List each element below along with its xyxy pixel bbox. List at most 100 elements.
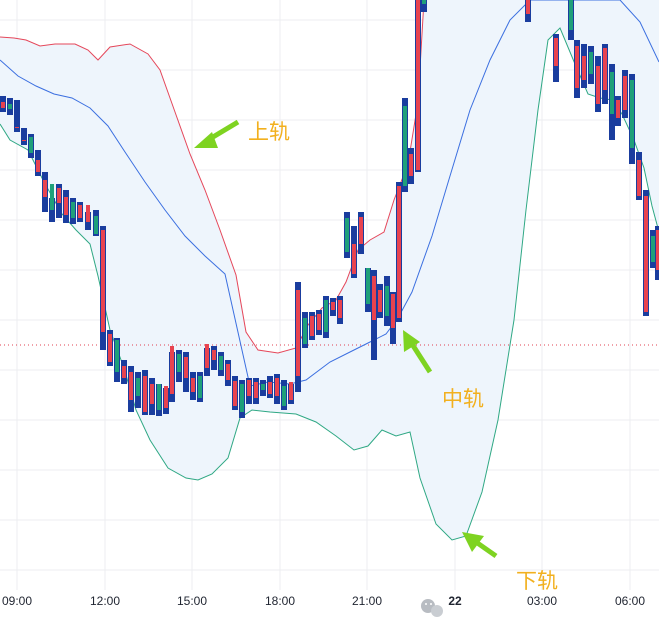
candle: [218, 352, 224, 376]
candle: [114, 338, 120, 382]
x-tick-1200: 12:00: [90, 594, 120, 608]
candle: [63, 190, 69, 223]
candle-body: [397, 186, 401, 318]
candle-body: [136, 378, 140, 396]
candle: [169, 346, 175, 402]
candle-body: [129, 372, 133, 400]
x-tick-22: 22: [448, 594, 462, 608]
candle: [225, 360, 231, 386]
candle-body: [372, 276, 376, 320]
candle-body: [219, 356, 223, 370]
candle: [309, 312, 315, 340]
candle: [156, 384, 162, 416]
candle: [643, 190, 649, 316]
candle-body: [575, 46, 579, 88]
x-tick-2100: 21:00: [352, 594, 382, 608]
candle: [49, 184, 55, 222]
candle: [14, 100, 20, 132]
candle-body: [391, 294, 395, 328]
candle-body: [115, 340, 119, 372]
candle-body: [422, 0, 426, 4]
candle: [85, 205, 91, 230]
candle: [128, 366, 134, 412]
annotation-upper-label: 上轨: [248, 120, 290, 144]
candle: [260, 380, 266, 396]
candle: [149, 378, 155, 415]
candle-body: [233, 381, 237, 406]
candle: [197, 372, 203, 402]
candle-body: [101, 230, 105, 332]
candle-body: [108, 334, 112, 362]
candle: [163, 386, 169, 414]
candle: [655, 226, 659, 280]
candle: [384, 276, 390, 326]
candle-body: [275, 378, 279, 396]
candle-body: [184, 357, 188, 378]
x-tick-1800: 18:00: [265, 594, 295, 608]
candle: [330, 298, 336, 316]
candle-body: [157, 384, 161, 410]
upper-arrow: [194, 119, 240, 148]
candle-body: [205, 344, 209, 368]
candle: [351, 226, 357, 278]
candle-body: [603, 48, 607, 90]
candle: [650, 230, 656, 268]
candle-body: [324, 300, 328, 332]
candle: [56, 184, 62, 218]
candle-body: [345, 218, 349, 252]
candle: [588, 46, 594, 84]
candle-body: [198, 376, 202, 398]
candle-body: [310, 316, 314, 336]
candle-body: [644, 196, 648, 312]
candle: [28, 134, 34, 158]
candle: [402, 98, 408, 192]
candle-body: [317, 314, 321, 330]
candle: [377, 284, 383, 318]
candle: [70, 198, 76, 224]
candle-body: [29, 137, 33, 153]
candle: [337, 296, 343, 324]
candle-body: [50, 184, 54, 210]
candle: [344, 212, 350, 258]
candle-body: [289, 382, 293, 400]
candle: [107, 330, 113, 366]
candle: [93, 210, 99, 236]
candle: [42, 172, 48, 212]
candle: [295, 282, 301, 392]
candle: [609, 64, 615, 140]
candle: [35, 150, 41, 176]
candle-body: [15, 127, 19, 128]
upper-band-line: [0, 0, 425, 354]
candle-body: [385, 286, 389, 316]
candle-body: [651, 236, 655, 262]
candle-range: [421, 0, 427, 12]
annotation-middle-label: 中轨: [442, 387, 484, 411]
lower-arrow: [462, 532, 498, 559]
candle-body: [610, 72, 614, 114]
candle-body: [378, 290, 382, 312]
candle-body: [623, 76, 627, 110]
candle-body: [226, 364, 230, 380]
candle: [574, 40, 580, 98]
x-axis: 09:00 12:00 15:00 18:00 21:00 22 03:00 0…: [2, 594, 645, 608]
candle: [288, 382, 294, 404]
candle: [525, 0, 531, 22]
x-tick-1500: 15:00: [177, 594, 207, 608]
candle: [396, 182, 402, 322]
candle-body: [616, 100, 620, 118]
candle: [390, 292, 396, 344]
candle: [358, 212, 364, 254]
candle-range: [21, 128, 27, 145]
candle-body: [403, 106, 407, 186]
candle-body: [630, 80, 634, 148]
candle-body: [94, 216, 98, 234]
candle-body: [177, 354, 181, 372]
candle: [232, 376, 238, 410]
candle: [415, 0, 421, 172]
wechat-logo: [421, 599, 443, 617]
candle-body: [589, 52, 593, 74]
x-tick-0300: 03:00: [527, 594, 557, 608]
candle-body: [569, 0, 573, 30]
candle-body: [170, 346, 174, 394]
